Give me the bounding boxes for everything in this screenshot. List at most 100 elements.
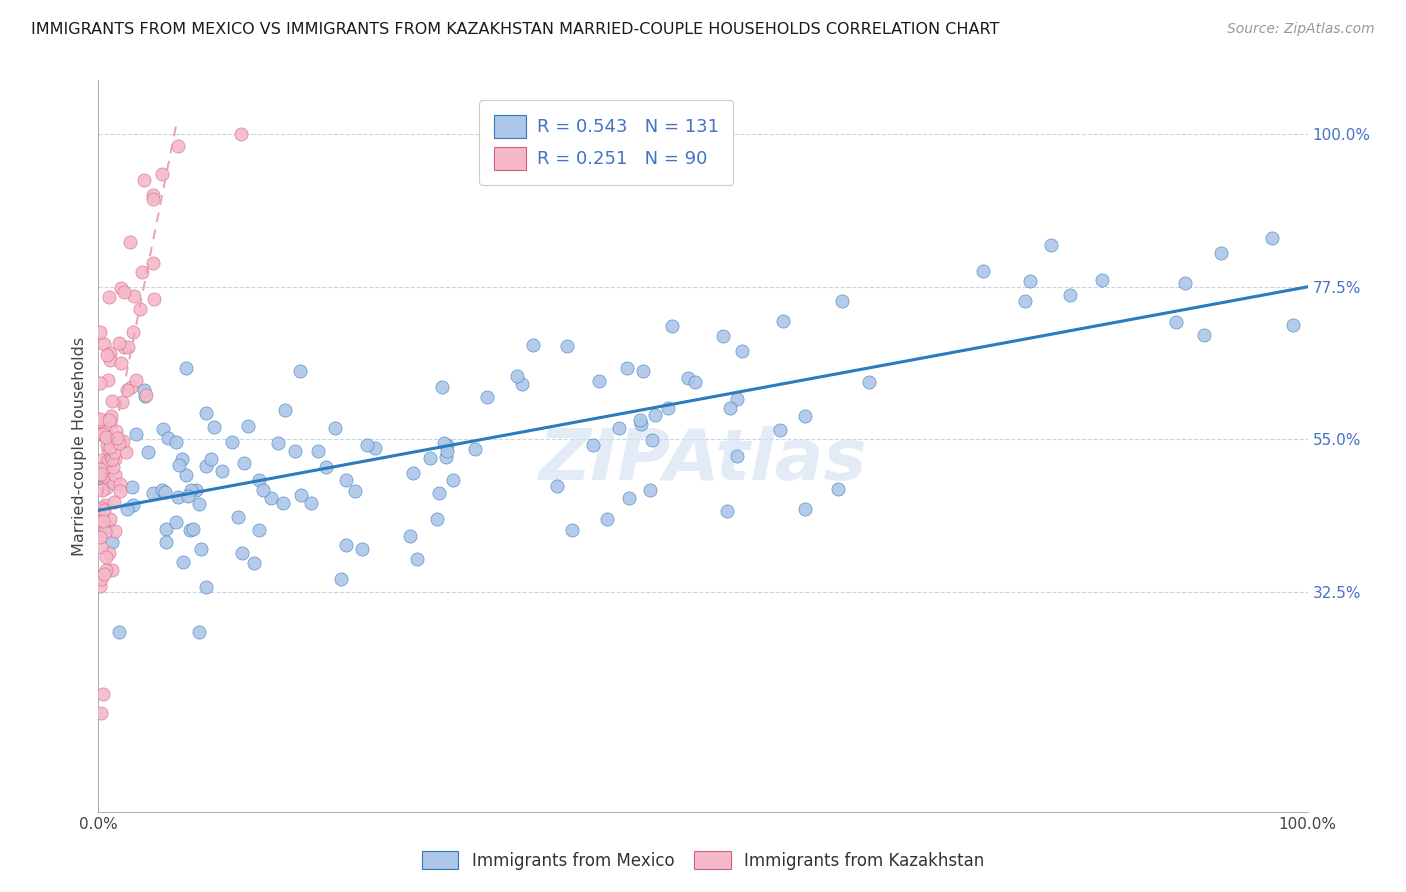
Point xyxy=(436,450,458,465)
Legend: Immigrants from Mexico, Immigrants from Kazakhstan: Immigrants from Mexico, Immigrants from … xyxy=(415,845,991,877)
Point xyxy=(188,497,211,511)
Point xyxy=(1261,231,1284,245)
Point xyxy=(283,444,305,458)
Y-axis label: Married-couple Households: Married-couple Households xyxy=(72,336,87,556)
Point xyxy=(1090,273,1112,287)
Point xyxy=(118,235,141,249)
Point xyxy=(136,445,159,459)
Point xyxy=(107,436,129,450)
Point xyxy=(546,479,568,493)
Point xyxy=(181,522,204,536)
Point xyxy=(356,438,378,452)
Point xyxy=(335,474,357,488)
Point xyxy=(167,458,190,473)
Point xyxy=(91,504,114,518)
Point xyxy=(685,375,707,389)
Point xyxy=(104,424,127,438)
Point xyxy=(156,431,179,445)
Point xyxy=(98,290,121,304)
Point xyxy=(271,496,294,510)
Point xyxy=(475,390,498,404)
Point xyxy=(89,514,111,528)
Point xyxy=(107,335,129,350)
Point xyxy=(96,348,118,362)
Point xyxy=(607,421,630,435)
Point xyxy=(131,265,153,279)
Point xyxy=(101,535,124,549)
Point xyxy=(1192,328,1215,343)
Point xyxy=(108,624,131,639)
Text: IMMIGRANTS FROM MEXICO VS IMMIGRANTS FROM KAZAKHSTAN MARRIED-COUPLE HOUSEHOLDS C: IMMIGRANTS FROM MEXICO VS IMMIGRANTS FRO… xyxy=(31,22,1000,37)
Point xyxy=(89,579,111,593)
Point xyxy=(89,426,111,441)
Point xyxy=(98,473,121,487)
Point xyxy=(110,483,132,498)
Point xyxy=(307,444,329,458)
Text: Source: ZipAtlas.com: Source: ZipAtlas.com xyxy=(1227,22,1375,37)
Point xyxy=(194,406,217,420)
Point xyxy=(831,294,853,309)
Point xyxy=(630,417,652,431)
Point xyxy=(247,523,270,537)
Point xyxy=(194,459,217,474)
Point xyxy=(419,451,441,466)
Point xyxy=(90,500,112,515)
Point xyxy=(299,495,322,509)
Point xyxy=(711,329,734,343)
Point xyxy=(661,318,683,333)
Point xyxy=(117,340,139,354)
Point xyxy=(128,302,150,317)
Point xyxy=(152,422,174,436)
Point xyxy=(211,464,233,478)
Point xyxy=(364,442,387,456)
Point xyxy=(98,455,121,469)
Point xyxy=(731,343,754,358)
Point xyxy=(101,452,124,467)
Point xyxy=(329,572,352,586)
Point xyxy=(231,546,253,560)
Point xyxy=(94,498,117,512)
Point xyxy=(631,364,654,378)
Point xyxy=(510,377,533,392)
Point xyxy=(165,515,187,529)
Point xyxy=(588,374,610,388)
Point xyxy=(93,469,115,483)
Point xyxy=(142,193,165,207)
Point xyxy=(1281,318,1303,333)
Point xyxy=(725,392,748,406)
Point xyxy=(93,473,115,487)
Point xyxy=(221,434,243,449)
Point xyxy=(104,467,127,482)
Point xyxy=(167,490,190,504)
Point xyxy=(89,376,111,390)
Point xyxy=(98,352,121,367)
Point xyxy=(172,555,194,569)
Point xyxy=(112,340,135,354)
Point xyxy=(252,483,274,498)
Point xyxy=(1059,287,1081,301)
Point xyxy=(236,418,259,433)
Point xyxy=(104,452,127,467)
Point xyxy=(125,426,148,441)
Point xyxy=(94,460,117,475)
Point xyxy=(179,523,201,537)
Point xyxy=(441,473,464,487)
Point xyxy=(464,442,486,456)
Point xyxy=(90,540,112,554)
Point xyxy=(90,467,112,481)
Point xyxy=(121,480,143,494)
Point xyxy=(91,427,114,442)
Point xyxy=(794,502,817,516)
Point xyxy=(153,485,176,500)
Point xyxy=(1014,293,1036,308)
Point xyxy=(172,451,194,466)
Point xyxy=(772,314,794,328)
Point xyxy=(188,625,211,640)
Point xyxy=(398,529,420,543)
Point xyxy=(91,687,114,701)
Point xyxy=(112,434,135,448)
Point xyxy=(628,413,651,427)
Point xyxy=(200,452,222,467)
Point xyxy=(725,449,748,463)
Point xyxy=(522,338,544,352)
